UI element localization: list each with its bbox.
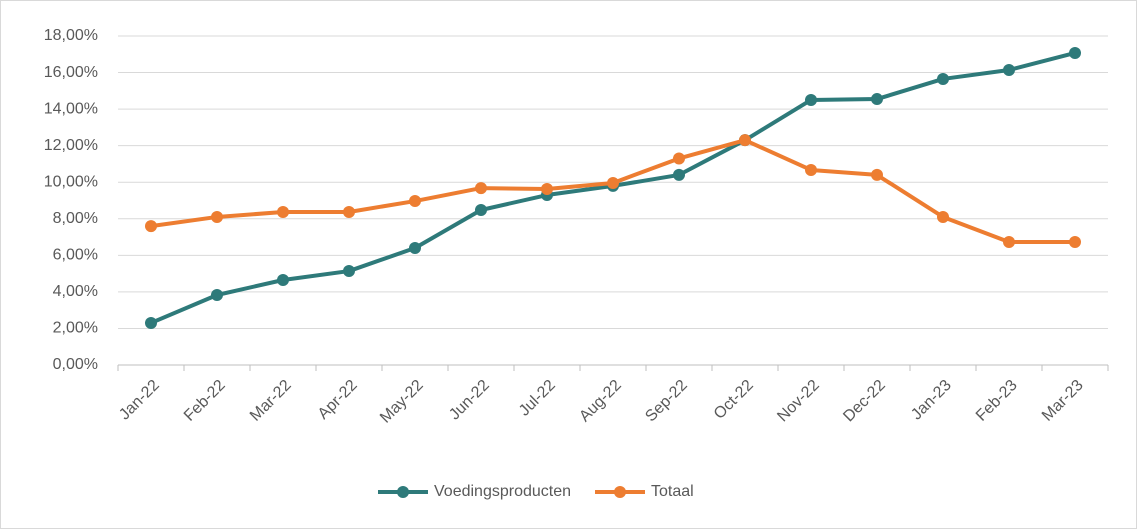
data-point: [673, 168, 685, 181]
legend-label: Totaal: [651, 483, 694, 500]
data-point: [541, 182, 553, 195]
y-tick-label: 12,00%: [44, 137, 98, 154]
data-point: [409, 195, 421, 208]
data-point: [1003, 235, 1015, 248]
legend-marker: [614, 486, 626, 498]
data-point: [343, 206, 355, 219]
data-point: [739, 134, 751, 147]
y-tick-label: 4,00%: [53, 283, 98, 300]
data-point: [211, 210, 223, 223]
y-tick-label: 6,00%: [53, 247, 98, 264]
data-point: [871, 93, 883, 106]
data-point: [277, 206, 289, 219]
data-point: [475, 204, 487, 217]
data-point: [211, 288, 223, 301]
legend-marker: [397, 486, 409, 498]
data-point: [343, 265, 355, 278]
y-tick-label: 2,00%: [53, 320, 98, 337]
y-tick-label: 0,00%: [53, 356, 98, 373]
data-point: [673, 152, 685, 165]
y-tick-label: 18,00%: [44, 27, 98, 44]
data-point: [1003, 63, 1015, 76]
data-point: [1069, 46, 1081, 59]
data-point: [145, 220, 157, 233]
y-tick-label: 16,00%: [44, 64, 98, 81]
data-point: [937, 72, 949, 85]
y-tick-label: 8,00%: [53, 210, 98, 227]
data-point: [607, 176, 619, 189]
data-point: [1069, 235, 1081, 248]
data-point: [805, 93, 817, 106]
data-point: [475, 182, 487, 195]
legend-label: Voedingsproducten: [434, 483, 571, 500]
y-tick-label: 10,00%: [44, 173, 98, 190]
data-point: [937, 210, 949, 223]
data-point: [409, 242, 421, 255]
data-point: [277, 274, 289, 287]
data-point: [805, 163, 817, 176]
data-point: [871, 168, 883, 181]
y-tick-label: 14,00%: [44, 100, 98, 117]
data-point: [145, 316, 157, 329]
